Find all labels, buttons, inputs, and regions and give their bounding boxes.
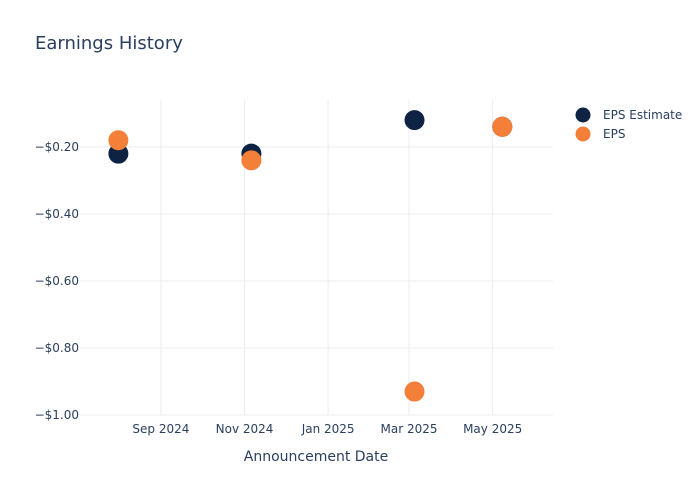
x-tick-label: Mar 2025	[381, 422, 438, 436]
legend: EPS Estimate EPS	[575, 107, 682, 142]
eps-point[interactable]	[108, 130, 129, 151]
y-tick-label: −$0.40	[35, 207, 79, 221]
eps-point[interactable]	[241, 150, 262, 171]
legend-marker	[575, 107, 591, 123]
y-tick-label: −$1.00	[35, 408, 79, 422]
y-tick-label: −$0.20	[35, 140, 79, 154]
x-tick-label: Sep 2024	[132, 422, 189, 436]
eps-point[interactable]	[492, 116, 513, 137]
y-tick-label: −$0.80	[35, 341, 79, 355]
y-tick-label: −$0.60	[35, 274, 79, 288]
eps-estimate-point[interactable]	[404, 110, 425, 131]
x-tick-label: Jan 2025	[301, 422, 355, 436]
x-axis-title: Announcement Date	[244, 449, 388, 465]
data-points	[108, 110, 513, 402]
grid-lines	[80, 100, 553, 416]
chart-title: Earnings History	[35, 33, 183, 54]
eps-point[interactable]	[404, 381, 425, 402]
y-axis-ticks: −$0.20 −$0.40 −$0.60 −$0.80 −$1.00	[35, 140, 79, 422]
x-axis-ticks: Sep 2024 Nov 2024 Jan 2025 Mar 2025 May 2025	[132, 422, 522, 436]
x-tick-label: May 2025	[463, 422, 522, 436]
legend-label[interactable]: EPS	[603, 127, 625, 141]
legend-label[interactable]: EPS Estimate	[603, 108, 682, 122]
x-tick-label: Nov 2024	[216, 422, 274, 436]
legend-marker	[575, 126, 591, 142]
